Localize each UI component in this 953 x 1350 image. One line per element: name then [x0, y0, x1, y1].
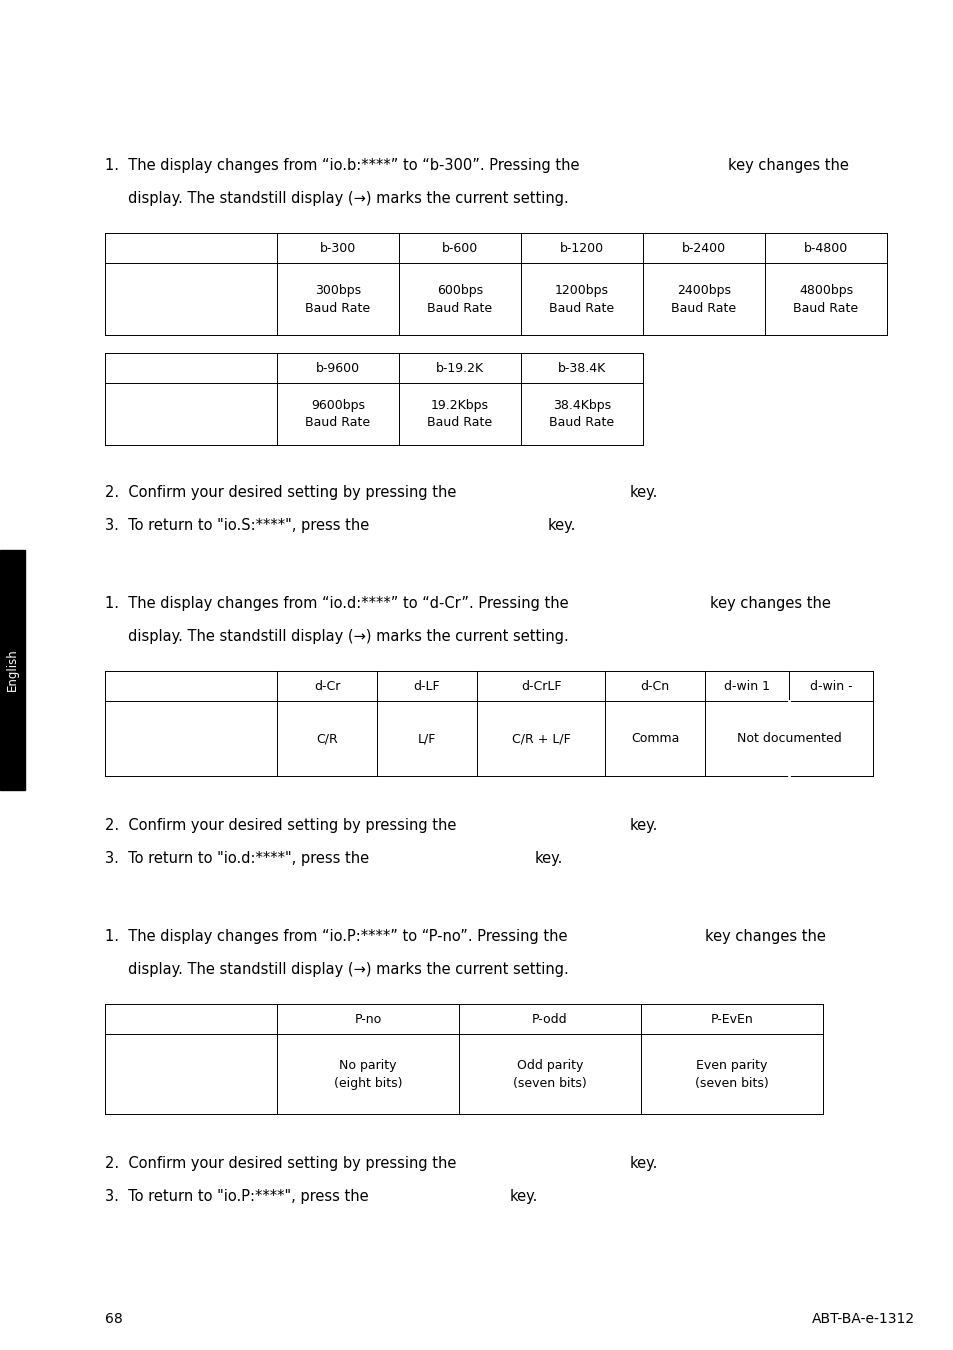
Text: key.: key.: [510, 1189, 537, 1204]
Text: b-38.4K: b-38.4K: [558, 362, 605, 374]
Text: 1.  The display changes from “io.P:****” to “P-no”. Pressing the: 1. The display changes from “io.P:****” …: [105, 929, 567, 944]
Text: key changes the: key changes the: [727, 158, 848, 173]
Text: d-Cn: d-Cn: [639, 679, 669, 693]
Text: 2.  Confirm your desired setting by pressing the: 2. Confirm your desired setting by press…: [105, 1156, 456, 1170]
Text: C/R + L/F: C/R + L/F: [511, 732, 570, 745]
Text: key.: key.: [629, 1156, 658, 1170]
Text: P-odd: P-odd: [532, 1012, 567, 1026]
Text: P-no: P-no: [354, 1012, 381, 1026]
Text: d-Cr: d-Cr: [314, 679, 340, 693]
Text: 1200bps
Baud Rate: 1200bps Baud Rate: [549, 284, 614, 315]
Text: d-win 1: d-win 1: [723, 679, 769, 693]
Text: 1.  The display changes from “io.d:****” to “d-Cr”. Pressing the: 1. The display changes from “io.d:****” …: [105, 595, 568, 612]
Text: key.: key.: [629, 818, 658, 833]
Text: b-4800: b-4800: [803, 242, 847, 255]
Text: Even parity
(seven bits): Even parity (seven bits): [695, 1058, 768, 1089]
Text: 38.4Kbps
Baud Rate: 38.4Kbps Baud Rate: [549, 398, 614, 429]
Text: 68: 68: [105, 1312, 123, 1326]
Text: 300bps
Baud Rate: 300bps Baud Rate: [305, 284, 370, 315]
Text: 2.  Confirm your desired setting by pressing the: 2. Confirm your desired setting by press…: [105, 485, 456, 500]
Text: Odd parity
(seven bits): Odd parity (seven bits): [513, 1058, 586, 1089]
Text: 4800bps
Baud Rate: 4800bps Baud Rate: [793, 284, 858, 315]
Text: C/R: C/R: [315, 732, 337, 745]
Text: 1.  The display changes from “io.b:****” to “b-300”. Pressing the: 1. The display changes from “io.b:****” …: [105, 158, 578, 173]
Text: No parity
(eight bits): No parity (eight bits): [334, 1058, 402, 1089]
Text: key.: key.: [547, 518, 576, 533]
Text: d-win -: d-win -: [809, 679, 851, 693]
Text: b-9600: b-9600: [315, 362, 359, 374]
Text: b-1200: b-1200: [559, 242, 603, 255]
Text: display. The standstill display (→) marks the current setting.: display. The standstill display (→) mark…: [105, 629, 568, 644]
Text: key.: key.: [629, 485, 658, 500]
Text: d-LF: d-LF: [414, 679, 440, 693]
Text: b-19.2K: b-19.2K: [436, 362, 483, 374]
Text: key changes the: key changes the: [709, 595, 830, 612]
Text: ABT-BA-e-1312: ABT-BA-e-1312: [811, 1312, 914, 1326]
Text: display. The standstill display (→) marks the current setting.: display. The standstill display (→) mark…: [105, 963, 568, 977]
Text: 9600bps
Baud Rate: 9600bps Baud Rate: [305, 398, 370, 429]
Text: key.: key.: [535, 850, 563, 865]
Text: 3.  To return to "io.S:****", press the: 3. To return to "io.S:****", press the: [105, 518, 369, 533]
Text: b-300: b-300: [319, 242, 355, 255]
Text: P-EvEn: P-EvEn: [710, 1012, 753, 1026]
Text: 3.  To return to "io.P:****", press the: 3. To return to "io.P:****", press the: [105, 1189, 368, 1204]
Text: 2400bps
Baud Rate: 2400bps Baud Rate: [671, 284, 736, 315]
Text: b-2400: b-2400: [681, 242, 725, 255]
Text: key changes the: key changes the: [704, 929, 825, 944]
Text: English: English: [6, 648, 19, 691]
Text: L/F: L/F: [417, 732, 436, 745]
Text: 3.  To return to "io.d:****", press the: 3. To return to "io.d:****", press the: [105, 850, 369, 865]
Text: d-CrLF: d-CrLF: [520, 679, 560, 693]
Text: 19.2Kbps
Baud Rate: 19.2Kbps Baud Rate: [427, 398, 492, 429]
Text: display. The standstill display (→) marks the current setting.: display. The standstill display (→) mark…: [105, 190, 568, 207]
Text: 600bps
Baud Rate: 600bps Baud Rate: [427, 284, 492, 315]
Text: Comma: Comma: [630, 732, 679, 745]
Bar: [0, 549, 25, 790]
Text: b-600: b-600: [441, 242, 477, 255]
Text: 2.  Confirm your desired setting by pressing the: 2. Confirm your desired setting by press…: [105, 818, 456, 833]
Text: Not documented: Not documented: [736, 732, 841, 745]
